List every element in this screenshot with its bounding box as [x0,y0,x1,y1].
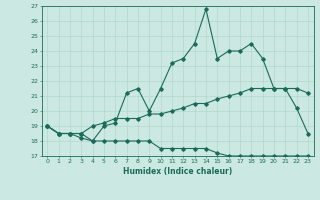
X-axis label: Humidex (Indice chaleur): Humidex (Indice chaleur) [123,167,232,176]
